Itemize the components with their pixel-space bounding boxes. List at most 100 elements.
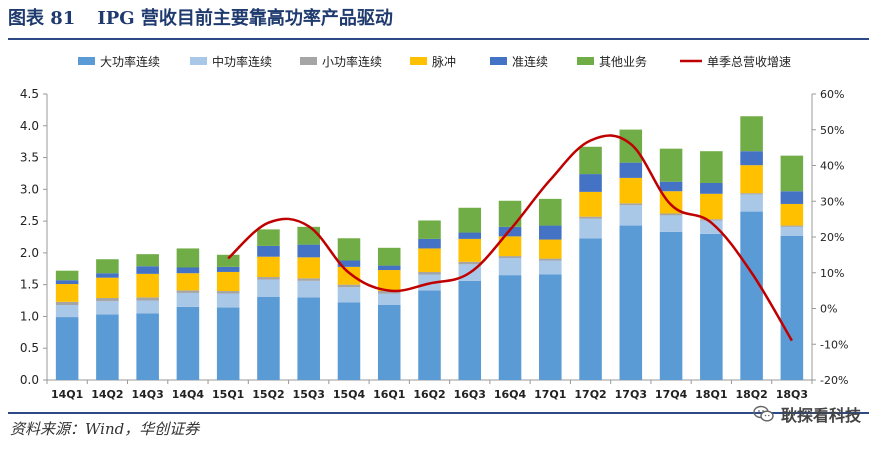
bar-segment (377, 305, 401, 380)
bar-segment (619, 225, 643, 380)
bar-segment (780, 225, 804, 227)
bar-segment (579, 218, 602, 239)
x-tick-label: 15Q4 (333, 388, 366, 401)
legend-label: 中功率连续 (212, 54, 272, 69)
bar-segment (458, 238, 482, 262)
legend-swatch (78, 57, 95, 65)
bar-segment (337, 266, 361, 285)
bar-segment (257, 229, 280, 246)
bar-segment (740, 151, 763, 166)
bar-segment (55, 280, 79, 285)
bar-segment (458, 207, 482, 233)
y-tick-label: 1.5 (20, 278, 39, 292)
bar-segment (740, 193, 763, 195)
bar-segment (579, 238, 602, 380)
bar-segment (96, 273, 119, 278)
footer-rule (8, 412, 869, 414)
legend-swatch (490, 57, 507, 65)
legend-swatch (190, 57, 207, 65)
bars (55, 116, 804, 380)
bar-segment (176, 248, 200, 268)
bar-segment (659, 181, 683, 192)
bar-segment (619, 205, 643, 226)
bar-segment (418, 271, 441, 275)
bar-segment (700, 219, 723, 221)
bar-segment (700, 182, 723, 194)
y-tick-label: 2.0 (20, 246, 39, 260)
x-tick-label: 16Q2 (413, 388, 445, 401)
legend-item: 其他业务 (577, 54, 647, 69)
bar-segment (216, 291, 240, 294)
bar-segment (136, 297, 159, 301)
bar-segment (700, 151, 723, 183)
x-tick-label: 14Q4 (172, 388, 205, 401)
x-tick-label: 16Q4 (494, 388, 527, 401)
bar-segment (55, 305, 79, 318)
y2-tick-label: -10% (820, 338, 848, 351)
y-tick-label: 1.0 (20, 309, 39, 323)
chart-title: 图表 81 IPG 营收目前主要靠高功率产品驱动 (8, 6, 393, 32)
bar-segment (740, 116, 763, 152)
bar-segment (458, 280, 482, 380)
bar-segment (619, 177, 643, 204)
bar-segment (377, 265, 401, 271)
x-tick-label: 17Q1 (534, 388, 566, 401)
x-tick-label: 15Q2 (252, 388, 284, 401)
bar-segment (136, 313, 159, 380)
x-tick-label: 17Q3 (615, 388, 647, 401)
legend-label: 其他业务 (599, 54, 647, 69)
x-tick-label: 18Q1 (695, 388, 727, 401)
y-tick-label: 3.5 (20, 151, 39, 165)
bar-segment (418, 220, 441, 239)
bar-segment (740, 211, 763, 380)
legend-swatch (300, 57, 317, 65)
bar-segment (780, 226, 804, 236)
x-tick-label: 14Q1 (51, 388, 83, 401)
source-note: 资料来源：Wind，华创证券 (10, 420, 200, 438)
x-tick-label: 14Q2 (91, 388, 123, 401)
bar-segment (337, 287, 361, 303)
stacked-bar-line-chart: 大功率连续 中功率连续 小功率连续 脉冲 准连续 其他业务 单季总营收增速 0.0 0.5 1.0… (20, 54, 849, 401)
y2-tick-label: 20% (820, 231, 844, 244)
bar-segment (619, 162, 643, 178)
bar-segment (337, 238, 361, 261)
bar-segment (579, 216, 602, 219)
bar-segment (297, 226, 320, 245)
bar-segment (377, 270, 401, 292)
watermark-text: 耿探看科技 (780, 406, 861, 425)
bar-segment (297, 297, 320, 380)
bar-segment (498, 256, 522, 258)
bar-segment (539, 239, 562, 259)
bar-segment (337, 302, 361, 380)
figure-label: 图表 81 (8, 8, 76, 29)
y2-tick-label: 40% (820, 160, 844, 173)
bar-segment (498, 236, 522, 257)
legend-item: 小功率连续 (300, 54, 382, 69)
bar-segment (337, 284, 361, 288)
bar-segment (257, 279, 280, 297)
y2-tick-label: 30% (820, 195, 844, 208)
bar-segment (780, 191, 804, 204)
y2-tick-label: 60% (820, 88, 844, 101)
bar-segment (780, 203, 804, 226)
bar-segment (579, 174, 602, 192)
bar-segment (96, 298, 119, 302)
x-tick-label: 18Q3 (776, 388, 808, 401)
y2-tick-label: 50% (820, 124, 844, 137)
bar-segment (176, 273, 200, 291)
x-tick-label: 18Q2 (735, 388, 767, 401)
bar-segment (136, 300, 159, 314)
bar-segment (700, 220, 723, 234)
legend-item: 中功率连续 (190, 54, 272, 69)
bar-segment (539, 274, 562, 380)
y-tick-label: 4.0 (20, 119, 39, 133)
bar-segment (539, 260, 562, 275)
bar-segment (136, 273, 159, 298)
legend-item: 大功率连续 (78, 54, 160, 69)
bar-segment (55, 270, 79, 281)
wechat-icon (753, 405, 774, 422)
legend-item: 脉冲 (410, 54, 456, 69)
bar-segment (96, 314, 119, 380)
bar-segment (176, 290, 200, 293)
bar-segment (55, 284, 79, 302)
